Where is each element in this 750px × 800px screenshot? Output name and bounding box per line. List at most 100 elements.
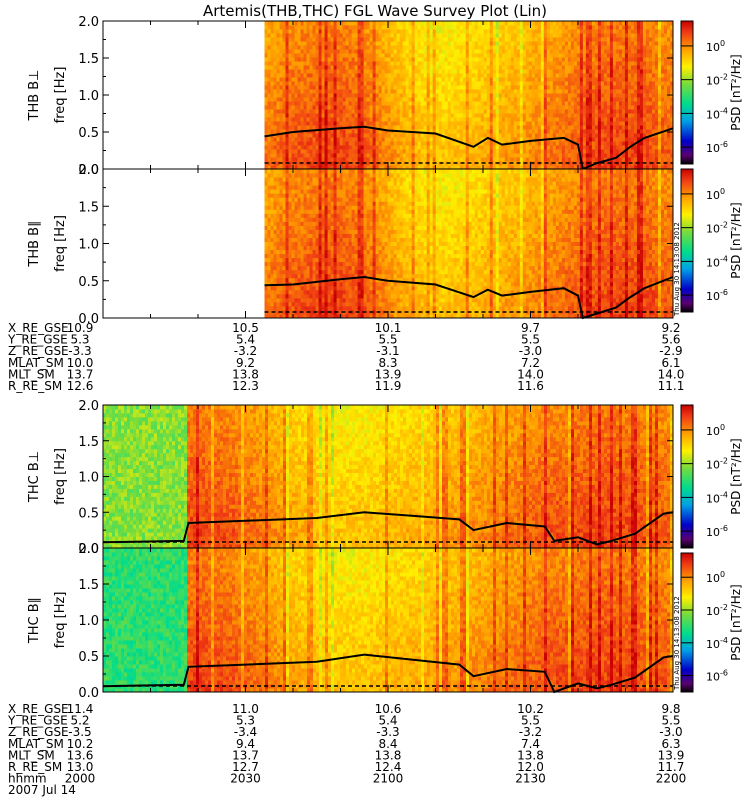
psd-cell [636, 61, 641, 66]
psd-cell [312, 85, 317, 90]
psd-cell [561, 117, 566, 122]
psd-cell [540, 81, 545, 86]
psd-cell [609, 89, 614, 94]
psd-cell [480, 45, 485, 50]
psd-cell [624, 121, 629, 126]
psd-cell [414, 141, 419, 146]
psd-cell [444, 149, 449, 154]
psd-cell [378, 69, 383, 74]
psd-cell [498, 97, 503, 102]
psd-cell [339, 101, 344, 106]
psd-cell [534, 117, 539, 122]
psd-cell [531, 25, 536, 30]
psd-cell [555, 93, 560, 98]
psd-cell [609, 161, 614, 166]
psd-cell [576, 25, 581, 30]
psd-cell [339, 33, 344, 38]
psd-cell [552, 61, 557, 66]
psd-cell [477, 121, 482, 126]
psd-cell [459, 85, 464, 90]
psd-cell [303, 85, 308, 90]
psd-cell [666, 133, 671, 138]
psd-cell [375, 109, 380, 114]
psd-cell [330, 101, 335, 106]
psd-cell [393, 121, 398, 126]
psd-cell [381, 105, 386, 110]
psd-cell [384, 85, 389, 90]
psd-cell [474, 125, 479, 130]
psd-cell [663, 125, 668, 130]
psd-cell [591, 129, 596, 134]
psd-cell [492, 45, 497, 50]
psd-cell [576, 165, 581, 170]
psd-cell [333, 129, 338, 134]
psd-cell [291, 101, 296, 106]
psd-cell [468, 77, 473, 82]
psd-cell [393, 165, 398, 170]
psd-cell [432, 41, 437, 46]
psd-cell [642, 21, 647, 26]
psd-cell [375, 37, 380, 42]
psd-cell [267, 49, 271, 54]
psd-cell [288, 109, 293, 114]
psd-cell [531, 149, 536, 154]
psd-cell [474, 45, 479, 50]
psd-cell [501, 165, 506, 170]
psd-cell [441, 105, 446, 110]
psd-cell [534, 101, 539, 106]
psd-cell [648, 65, 653, 70]
psd-cell [648, 77, 653, 82]
psd-cell [264, 101, 268, 106]
psd-cell [537, 49, 542, 54]
psd-cell [507, 133, 512, 138]
psd-cell [570, 153, 575, 158]
psd-cell [441, 149, 446, 154]
psd-cell [495, 109, 500, 114]
psd-cell [459, 41, 464, 46]
psd-cell [621, 81, 626, 86]
psd-cell [336, 45, 341, 50]
psd-cell [264, 129, 268, 134]
psd-cell [276, 129, 281, 134]
psd-cell [300, 37, 305, 42]
psd-cell [453, 97, 458, 102]
psd-cell [555, 73, 560, 78]
psd-cell [543, 61, 548, 66]
psd-cell [387, 145, 392, 150]
psd-cell [546, 145, 551, 150]
psd-cell [489, 105, 494, 110]
psd-cell [666, 113, 671, 118]
psd-cell [276, 85, 281, 90]
psd-cell [303, 121, 308, 126]
psd-cell [489, 65, 494, 70]
psd-cell [366, 145, 371, 150]
psd-cell [636, 105, 641, 110]
psd-cell [285, 149, 290, 154]
psd-cell [666, 145, 671, 150]
psd-cell [426, 149, 431, 154]
psd-cell [324, 77, 329, 82]
psd-cell [342, 149, 347, 154]
psd-cell [633, 61, 638, 66]
psd-cell [504, 73, 509, 78]
psd-cell [318, 73, 323, 78]
psd-cell [576, 41, 581, 46]
psd-cell [435, 141, 440, 146]
psd-cell [309, 45, 314, 50]
psd-cell [411, 149, 416, 154]
psd-cell [534, 149, 539, 154]
psd-cell [456, 29, 461, 34]
psd-cell [420, 93, 425, 98]
psd-cell [408, 97, 413, 102]
psd-cell [393, 149, 398, 154]
psd-cell [450, 25, 455, 30]
psd-cell [303, 33, 308, 38]
psd-cell [660, 77, 665, 82]
psd-cell [279, 157, 284, 162]
psd-cell [627, 65, 632, 70]
psd-cell [579, 93, 584, 98]
psd-cell [288, 93, 293, 98]
psd-cell [600, 93, 605, 98]
psd-cell [369, 69, 374, 74]
psd-cell [357, 133, 362, 138]
